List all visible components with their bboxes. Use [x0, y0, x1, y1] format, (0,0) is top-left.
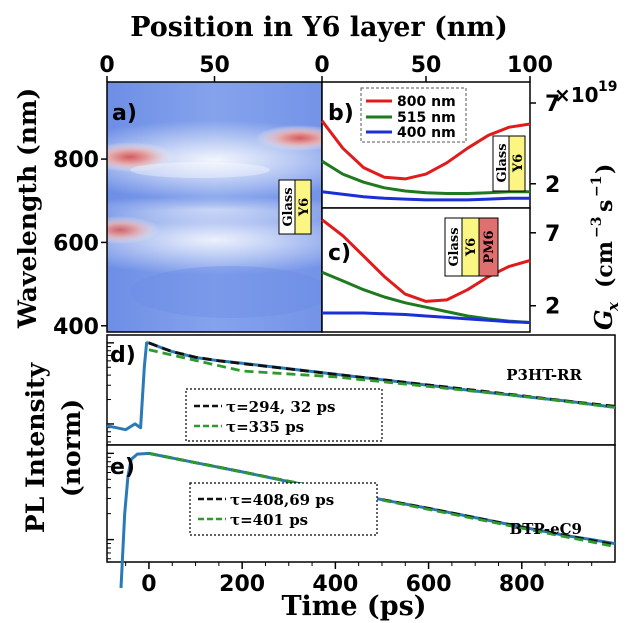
left-tick-label-a: 800 [53, 148, 99, 173]
right-axis-label: G x (cm −3 s −1 ) [589, 164, 622, 330]
bottom-tick-label: 600 [406, 572, 452, 597]
series-515-nm [321, 159, 530, 195]
panel-e-plot [107, 451, 616, 589]
panel-label-a: a) [112, 101, 137, 126]
right-axis-multiplier-base: ×10 [554, 83, 599, 107]
bottom-axis-title: Time (ps) [281, 591, 426, 622]
right-axis-label-exp-b: −1 [589, 176, 605, 197]
pl-fit-trace [148, 452, 616, 548]
left-tick-label-a: 400 [53, 315, 99, 340]
pl-axis-title-line1: PL Intensity [21, 361, 50, 533]
right-axis-multiplier: ×10 19 [554, 79, 617, 107]
right-axis-label-symbol: G [589, 310, 618, 331]
panel-label-e: e) [110, 455, 135, 480]
pl-axis-title-line2: (norm) [57, 399, 86, 497]
top-tick-label-a: 50 [199, 53, 230, 78]
inset-c-glass-label: Glass [447, 227, 462, 266]
panel-b-plot [320, 119, 531, 202]
left-axis-title: Wavelength (nm) [13, 88, 42, 329]
panel-e-fit-box: τ=408,69 ps τ=401 ps [189, 482, 378, 536]
inset-a-y6-label: Y6 [297, 198, 312, 217]
panel-d-sample-name: P3HT-RR [506, 366, 582, 384]
panel-e-sample-name: BTP-eC9 [510, 520, 582, 538]
fit-label-e-green: τ=401 ps [230, 511, 308, 529]
top-tick-label-a: 0 [99, 53, 114, 78]
bottom-tick-label: 400 [312, 572, 358, 597]
left-axis-panel-a: 400 600 800 [53, 148, 107, 340]
panel-d-fit-box: τ=294, 32 ps τ=335 ps [185, 388, 383, 442]
fit-label-d-black: τ=294, 32 ps [226, 398, 335, 416]
right-axis-label-sub: x [604, 301, 622, 312]
fit-box-e [189, 482, 378, 536]
inset-c-pm6-box [478, 217, 499, 277]
right-tick-label: 2 [545, 173, 560, 198]
series-800-nm [320, 119, 531, 181]
inset-b: Glass Y6 [492, 135, 526, 192]
right-axis-panels-bc: 2 7 2 7 [530, 92, 560, 320]
right-tick-label: 2 [545, 295, 560, 320]
legend-label-400: 400 nm [397, 125, 456, 141]
bottom-tick-label: 0 [141, 572, 156, 597]
top-tick-label-b: 50 [411, 53, 442, 78]
right-tick-label: 7 [545, 222, 560, 247]
fit-label-d-green: τ=335 ps [226, 418, 304, 436]
right-axis-multiplier-exp: 19 [598, 79, 617, 95]
right-axis-label-units2: s [592, 200, 618, 212]
pl-fit-trace [148, 348, 616, 409]
top-axis-panel-b: 0 50 100 [314, 53, 553, 82]
panel-d-plot [106, 341, 616, 443]
inset-b-y6-box [508, 135, 526, 192]
bottom-tick-label: 200 [219, 572, 265, 597]
right-axis-label-units: (cm [592, 241, 618, 288]
inset-a-glass-label: Glass [281, 187, 296, 226]
right-axis-label-exp-a: −3 [589, 217, 605, 238]
legend-label-800: 800 nm [397, 94, 456, 110]
bottom-tick-label: 800 [499, 572, 545, 597]
series-400-nm [322, 311, 531, 324]
inset-a-y6-box [294, 179, 312, 235]
series-400-nm [321, 190, 530, 202]
heatmap-panel-a [107, 82, 322, 332]
left-tick-label-a: 600 [53, 231, 99, 256]
legend-label-515: 515 nm [397, 110, 456, 126]
inset-b-y6-label: Y6 [511, 154, 526, 173]
inset-c: Glass Y6 PM6 [444, 217, 499, 277]
right-axis-label-close: ) [592, 164, 618, 174]
right-tick-label: 7 [545, 92, 560, 117]
fit-box-d [185, 388, 383, 442]
top-tick-label-b: 0 [314, 53, 329, 78]
inset-a: Glass Y6 [278, 179, 312, 235]
panel-label-d: d) [110, 343, 136, 368]
inset-b-glass-label: Glass [495, 143, 510, 182]
top-axis-panel-a: 0 50 [99, 53, 230, 82]
panel-label-c: c) [328, 241, 351, 266]
top-tick-label-b: 100 [507, 53, 553, 78]
top-axis-title: Position in Y6 layer (nm) [130, 12, 508, 43]
inset-c-y6-label: Y6 [464, 238, 479, 257]
inset-c-pm6-label: PM6 [482, 230, 497, 263]
bottom-axis: 0 200 400 600 800 [125, 562, 593, 597]
fit-label-e-black: τ=408,69 ps [230, 491, 334, 509]
panel-label-b: b) [328, 101, 354, 126]
legend-b: 800 nm 515 nm 400 nm [360, 87, 467, 143]
